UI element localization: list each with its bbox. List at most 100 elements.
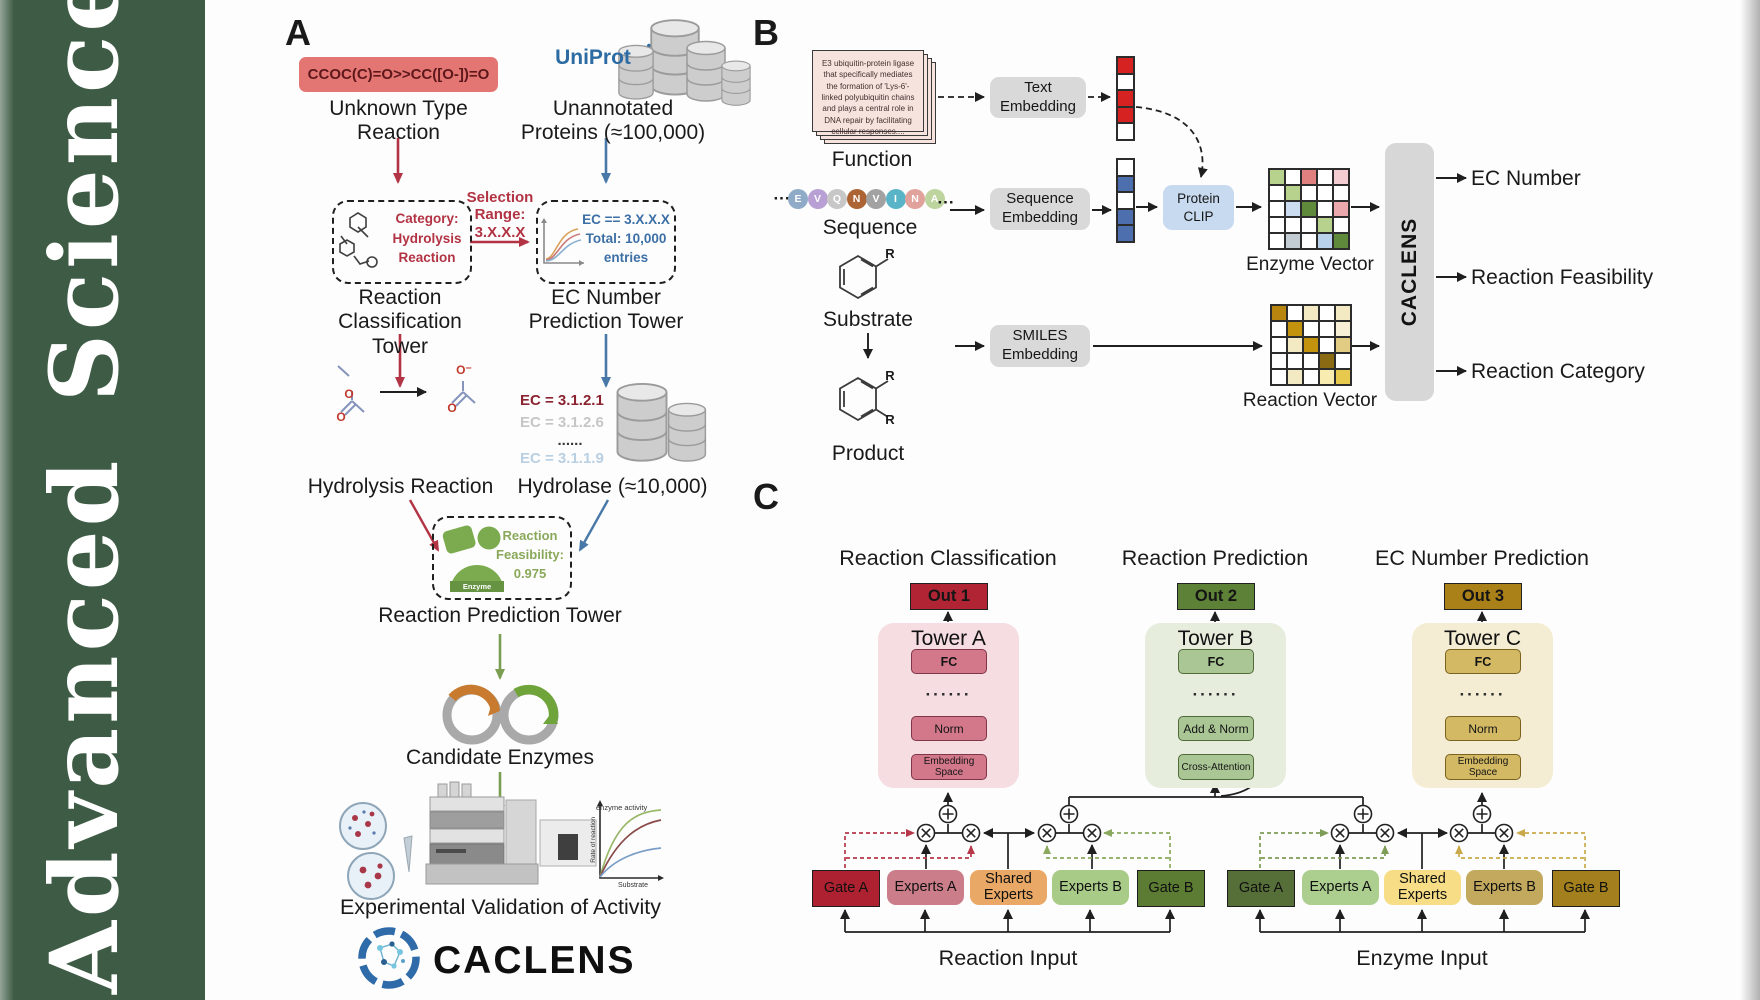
- out3-box: Out 3: [1444, 583, 1522, 610]
- tower-b-cross-attention: Cross-Attention: [1178, 754, 1254, 780]
- candidate-enzymes-label: Candidate Enzymes: [406, 746, 594, 769]
- enzyme-gate-a: Gate A: [1227, 870, 1295, 907]
- validation-label: Experimental Validation of Activity: [339, 895, 662, 919]
- matrix-cell: [1269, 201, 1285, 217]
- matrix-cell: [1335, 353, 1351, 369]
- tower-c-dots: ······: [1459, 685, 1506, 704]
- tower-a-norm: Norm: [911, 716, 987, 741]
- classification-tower-label: Reaction Classification Tower: [338, 286, 462, 358]
- unannotated-proteins-label: Unannotated Proteins (≈100,000): [520, 97, 706, 145]
- matrix-cell: [1117, 175, 1134, 192]
- residue-chip: I: [885, 189, 906, 209]
- reaction-vector-label: Reaction Vector: [1242, 390, 1378, 411]
- ec-result-2-text: EC = 3.1.2.6: [520, 414, 604, 431]
- tower-b-add-norm: Add & Norm: [1178, 716, 1254, 741]
- classification-dashed-box: [332, 200, 472, 284]
- selection-line3: 3.X.X.X: [474, 223, 526, 241]
- header-reaction-classification: Reaction Classification: [839, 546, 1057, 570]
- acetate-carbonyl-o-atom: O: [447, 401, 457, 415]
- sequence-ellipsis-left: ···: [773, 189, 791, 208]
- matrix-cell: [1319, 305, 1335, 321]
- function-label: Function: [831, 148, 913, 171]
- matrix-cell: [1117, 159, 1134, 176]
- matrix-cell: [1301, 169, 1317, 185]
- matrix-cell: [1317, 201, 1333, 217]
- residue-chip: V: [807, 189, 828, 209]
- tower-a-title: Tower A: [911, 627, 986, 650]
- matrix-cell: [1285, 185, 1301, 201]
- matrix-cell: [1303, 369, 1319, 385]
- journal-sidebar: Science Advanced: [0, 0, 205, 1000]
- matrix-cell: [1303, 305, 1319, 321]
- selection-line2: Range:: [474, 206, 526, 224]
- matrix-cell: [1335, 369, 1351, 385]
- reaction-experts-b: Experts B: [1052, 870, 1129, 905]
- tower-a-dots: ······: [925, 685, 972, 704]
- matrix-cell: [1335, 321, 1351, 337]
- matrix-cell: [1303, 353, 1319, 369]
- matrix-cell: [1303, 337, 1319, 353]
- reaction-prediction-tower-label: Reaction Prediction Tower: [378, 604, 622, 627]
- matrix-cell: [1117, 57, 1134, 74]
- ec-result-dots: ......: [540, 432, 600, 449]
- matrix-cell: [1287, 353, 1303, 369]
- matrix-cell: [1287, 337, 1303, 353]
- matrix-cell: [1301, 201, 1317, 217]
- reaction-vector-matrix: [1270, 304, 1352, 386]
- out2-box: Out 2: [1177, 583, 1255, 610]
- enzyme-gate-b: Gate B: [1552, 870, 1620, 907]
- header-reaction-prediction: Reaction Prediction: [1121, 546, 1309, 570]
- matrix-cell: [1271, 305, 1287, 321]
- text-embedding-box: Text Embedding: [990, 77, 1086, 118]
- smiles-embedding-box: SMILES Embedding: [990, 325, 1090, 367]
- matrix-cell: [1333, 217, 1349, 233]
- sequence-embedding-box: Sequence Embedding: [990, 188, 1090, 230]
- caclens-wordmark: CACLENS: [433, 939, 636, 982]
- category-line1: Category:: [395, 211, 459, 226]
- matrix-cell: [1117, 90, 1134, 107]
- matrix-cell: [1285, 217, 1301, 233]
- reaction-experts-a: Experts A: [887, 870, 964, 905]
- header-ec-number-prediction: EC Number Prediction: [1375, 546, 1589, 570]
- text-embedding-vector: [1116, 56, 1135, 141]
- tower-a-fc: FC: [911, 649, 987, 674]
- enzyme-input-label: Enzyme Input: [1356, 946, 1488, 970]
- matrix-cell: [1117, 208, 1134, 225]
- matrix-cell: [1319, 353, 1335, 369]
- ec-result-1-text: EC = 3.1.2.1: [520, 392, 604, 409]
- matrix-cell: [1271, 369, 1287, 385]
- ec-box-line3: entries: [603, 249, 649, 265]
- function-card: E3 ubiquitin-protein ligase that specifi…: [812, 50, 924, 136]
- matrix-cell: [1117, 225, 1134, 242]
- ec-box-line2: Total: 10,000: [585, 230, 667, 246]
- caclens-model-bar: [1385, 143, 1434, 401]
- protein-clip-box: Protein CLIP: [1163, 185, 1234, 230]
- product-label: Product: [831, 442, 905, 465]
- enzyme-vector-matrix: [1268, 168, 1350, 250]
- tower-b-dots: ······: [1192, 685, 1239, 704]
- smiles-reaction-box: CCOC(C)=O>>CC([O-])=O: [299, 57, 498, 92]
- substrate-label: Substrate: [823, 308, 913, 331]
- matrix-cell: [1333, 185, 1349, 201]
- matrix-cell: [1269, 185, 1285, 201]
- matrix-cell: [1301, 233, 1317, 249]
- sidebar-edge-highlight: [0, 0, 14, 1000]
- matrix-cell: [1317, 233, 1333, 249]
- sequence-label: Sequence: [822, 216, 918, 239]
- enzyme-experts-b: Experts B: [1466, 870, 1543, 905]
- feasibility-text: Reaction Feasibility: 0.975: [496, 527, 564, 584]
- residue-chip: Q: [827, 189, 847, 209]
- sequence-ellipsis-right: ···: [937, 193, 955, 212]
- residue-chip: N: [905, 189, 925, 209]
- activity-xlabel: Substrate: [618, 882, 648, 889]
- ec-result-3-text: EC = 3.1.1.9: [520, 450, 604, 467]
- matrix-cell: [1317, 217, 1333, 233]
- panelB-label: B: [753, 12, 779, 53]
- matrix-cell: [1301, 185, 1317, 201]
- tower-b-fc: FC: [1178, 649, 1254, 674]
- output-ec-number: EC Number: [1471, 167, 1581, 190]
- activity-annotation: enzyme activity: [596, 803, 648, 812]
- matrix-cell: [1333, 169, 1349, 185]
- tower-a-embedding: Embedding Space: [911, 754, 987, 780]
- product-r2-label: R: [885, 412, 895, 427]
